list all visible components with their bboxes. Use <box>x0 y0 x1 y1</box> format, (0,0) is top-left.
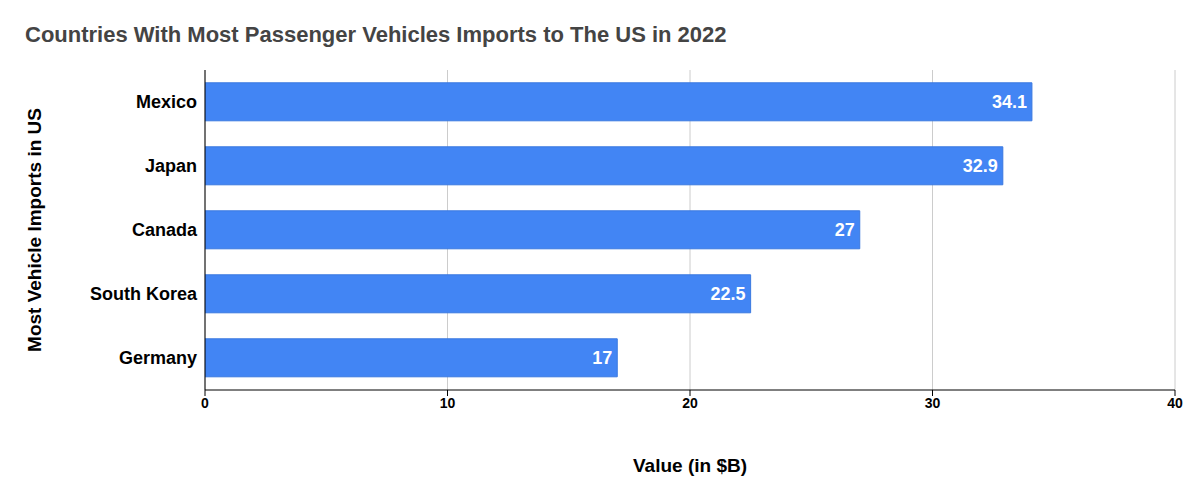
svg-text:Canada: Canada <box>132 220 198 240</box>
html-text:Most Vehicle Imports in US: Most Vehicle Imports in US <box>24 108 45 352</box>
svg-text:17: 17 <box>592 348 612 368</box>
svg-text:20: 20 <box>682 395 698 411</box>
svg-text:34.1: 34.1 <box>992 92 1027 112</box>
svg-text:22.5: 22.5 <box>711 284 746 304</box>
svg-text:Germany: Germany <box>119 348 197 368</box>
svg-text:Japan: Japan <box>145 156 197 176</box>
svg-text:40: 40 <box>1167 395 1183 411</box>
html-text:Countries With Most Passenger: Countries With Most Passenger Vehicles I… <box>25 22 727 47</box>
svg-text:Mexico: Mexico <box>136 92 197 112</box>
svg-text:10: 10 <box>440 395 456 411</box>
svg-text:32.9: 32.9 <box>963 156 998 176</box>
svg-text:South Korea: South Korea <box>90 284 198 304</box>
svg-text:0: 0 <box>201 395 209 411</box>
svg-text:30: 30 <box>925 395 941 411</box>
html-text:Value (in $B): Value (in $B) <box>633 455 747 476</box>
svg-text:27: 27 <box>835 220 855 240</box>
